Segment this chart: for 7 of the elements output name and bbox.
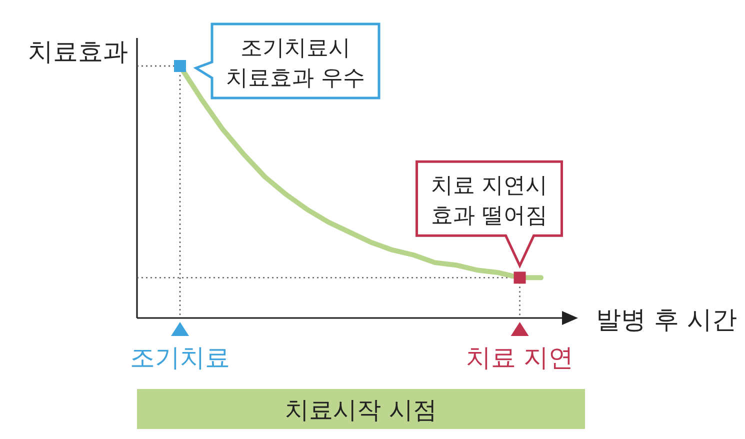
x-tick-label: 조기치료 [130, 343, 230, 372]
annotation: 조기치료시 치료효과 우수 [226, 36, 365, 91]
text: 치료시작 시점 [285, 396, 437, 424]
x-tick-label: 치료 지연 [466, 343, 574, 372]
x-axis-title: 발병 후 시간 [596, 305, 737, 334]
annotation: 치료 지연시 효과 떨어짐 [430, 174, 548, 229]
y-axis-title: 치료효과 [28, 37, 128, 66]
